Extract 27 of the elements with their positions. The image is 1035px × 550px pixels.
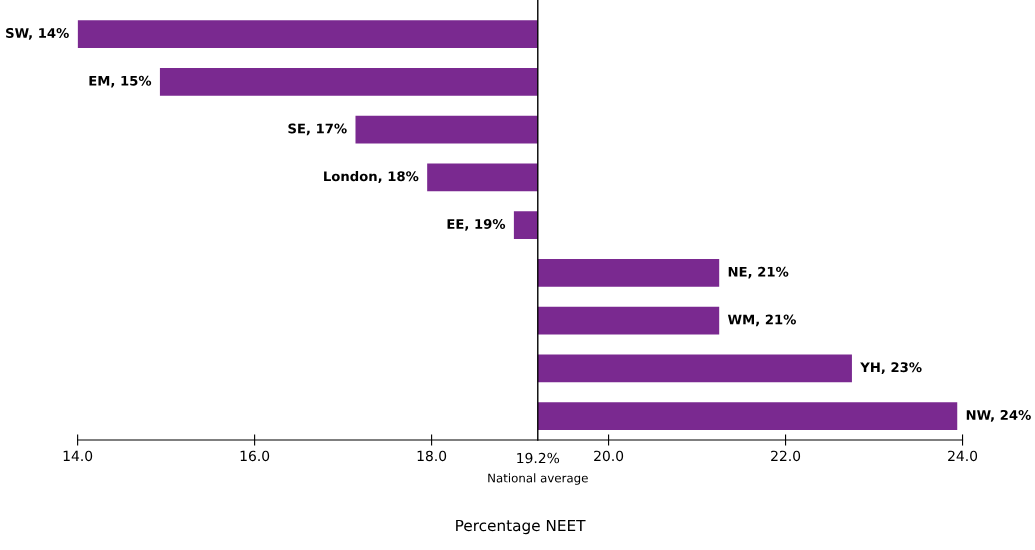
x-axis-title: Percentage NEET [456, 519, 586, 535]
bar [537, 354, 852, 383]
bar [159, 68, 538, 96]
x-tick-label: 24.0 [948, 450, 978, 462]
x-tick-label: 16.0 [240, 450, 270, 462]
data-label: London, 18% [324, 171, 419, 183]
bar [537, 402, 958, 430]
bar [427, 163, 538, 192]
data-label: SE, 17% [288, 123, 347, 136]
data-label: YH, 23% [860, 362, 922, 374]
data-label: NW, 24% [966, 409, 1031, 422]
data-label: EE, 19% [447, 218, 506, 231]
data-label: NE, 21% [728, 266, 789, 279]
x-tick-label: 22.0 [771, 450, 801, 462]
x-tick-label: 14.0 [63, 450, 93, 462]
data-label: WM, 21% [727, 314, 796, 327]
x-tick-label: 18.0 [417, 450, 447, 462]
data-label: EM, 15% [89, 75, 152, 88]
ref-line-label: 19.2% [517, 452, 560, 464]
bar [537, 306, 720, 335]
text: National average [488, 473, 588, 485]
bar [513, 211, 538, 239]
bar [77, 20, 538, 48]
x-tick-label: 20.0 [594, 450, 624, 462]
data-label: SW, 14% [6, 28, 69, 40]
bar [355, 115, 538, 144]
bar [537, 259, 720, 287]
